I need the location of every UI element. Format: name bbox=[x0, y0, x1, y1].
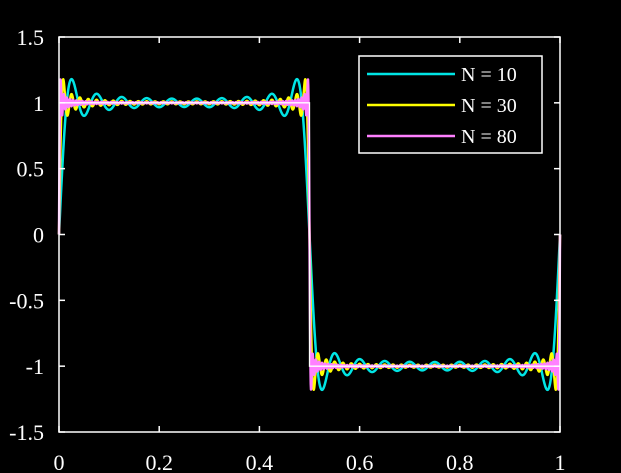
reference-square-wave bbox=[59, 102, 560, 367]
y-tick-label: -0.5 bbox=[9, 288, 44, 313]
x-tick-label: 0.2 bbox=[145, 450, 173, 473]
y-tick-label: -1 bbox=[26, 354, 44, 379]
legend-label-1: N = 10 bbox=[461, 64, 517, 86]
legend-label-3: N = 80 bbox=[461, 126, 517, 148]
x-tick-label: 0.4 bbox=[246, 450, 274, 473]
y-tick-label: 0.5 bbox=[17, 157, 45, 182]
y-tick-label: 0 bbox=[33, 223, 44, 248]
x-tick-labels: 0 0.2 0.4 0.6 0.8 1 bbox=[54, 450, 566, 473]
x-tick-label: 0.8 bbox=[446, 450, 474, 473]
x-tick-label: 0 bbox=[54, 450, 65, 473]
axis-ticks bbox=[58, 36, 561, 433]
legend-items: N = 10 N = 30 N = 80 bbox=[367, 64, 517, 148]
x-tick-label: 1 bbox=[555, 450, 566, 473]
legend-label-2: N = 30 bbox=[461, 95, 517, 117]
y-tick-label: -1.5 bbox=[9, 420, 44, 445]
y-tick-label: 1.5 bbox=[17, 25, 45, 50]
y-tick-labels: -1.5 -1 -0.5 0 0.5 1 1.5 bbox=[9, 25, 44, 445]
x-tick-label: 0.6 bbox=[346, 450, 374, 473]
reference-line bbox=[59, 102, 560, 367]
y-tick-label: 1 bbox=[33, 91, 44, 116]
legend: N = 10 N = 30 N = 80 bbox=[358, 55, 543, 154]
